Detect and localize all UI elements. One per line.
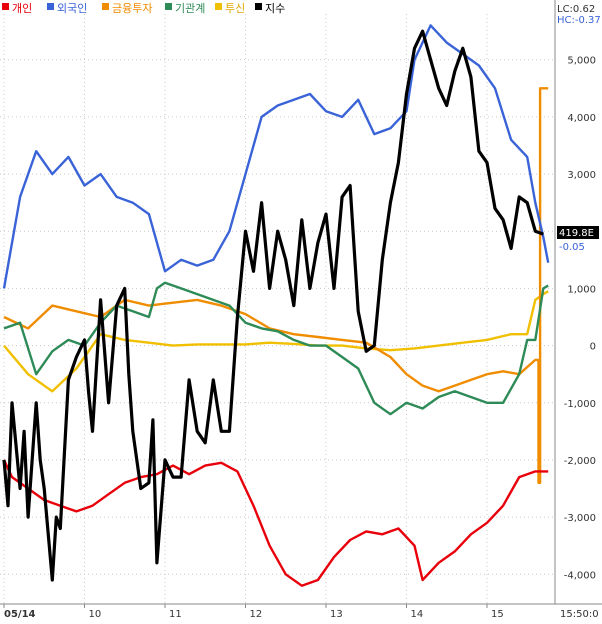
- legend-swatch-individual: [2, 3, 9, 10]
- y-tick-label: -2,000: [564, 456, 596, 467]
- legend-label-individual: 개인: [12, 2, 32, 15]
- y-tick-label: 5,000: [567, 56, 596, 67]
- end-label-index-text: 419.8E: [559, 228, 594, 239]
- x-tick-label: 10: [88, 609, 101, 620]
- y-tick-label: -4,000: [564, 570, 596, 581]
- y-tick-label: 0: [590, 342, 596, 353]
- legend-label-investment-trust: 투신: [225, 2, 245, 15]
- hc-readout: HC:-0.37: [557, 15, 601, 26]
- legend-label-financial-investment: 금융투자: [112, 2, 152, 15]
- x-tick-label: 11: [169, 609, 182, 620]
- legend-swatch-investment-trust: [215, 3, 222, 10]
- plot-area: [0, 0, 602, 605]
- legend-swatch-institution: [165, 3, 172, 10]
- x-tick-label: 14: [410, 609, 423, 620]
- series-line-foreign: [2, 24, 550, 289]
- series-line-index: [2, 29, 544, 582]
- x-axis: 05/14 10 11 12 13 14 15: [3, 604, 504, 620]
- series-layer: [2, 24, 550, 587]
- series-line-individual: [2, 459, 549, 587]
- x-tick-label: 05/14: [4, 609, 36, 620]
- y-tick-label: 1,000: [567, 284, 596, 295]
- x-tick-label: 15: [491, 609, 504, 620]
- legend-swatch-financial-investment: [102, 3, 109, 10]
- y-tick-label: 4,000: [567, 113, 596, 124]
- legend-label-foreign: 외국인: [57, 2, 87, 15]
- end-label-foreign: -0.05: [559, 242, 585, 253]
- lc-readout: LC:0.62: [557, 4, 595, 15]
- y-tick-label: -1,000: [564, 399, 596, 410]
- legend-swatch-index: [255, 3, 262, 10]
- y-tick-label: 3,000: [567, 170, 596, 181]
- legend-swatch-foreign: [47, 3, 54, 10]
- time-label: 15:50:0: [560, 609, 599, 620]
- x-tick-label: 12: [249, 609, 262, 620]
- x-tick-label: 13: [330, 609, 343, 620]
- end-label-index: 419.8E: [557, 226, 599, 239]
- y-tick-label: -3,000: [564, 513, 596, 524]
- legend: 개인 외국인 금융투자 기관계 투신 지수: [2, 2, 285, 15]
- legend-label-index: 지수: [265, 2, 285, 15]
- legend-label-institution: 기관계: [175, 2, 205, 15]
